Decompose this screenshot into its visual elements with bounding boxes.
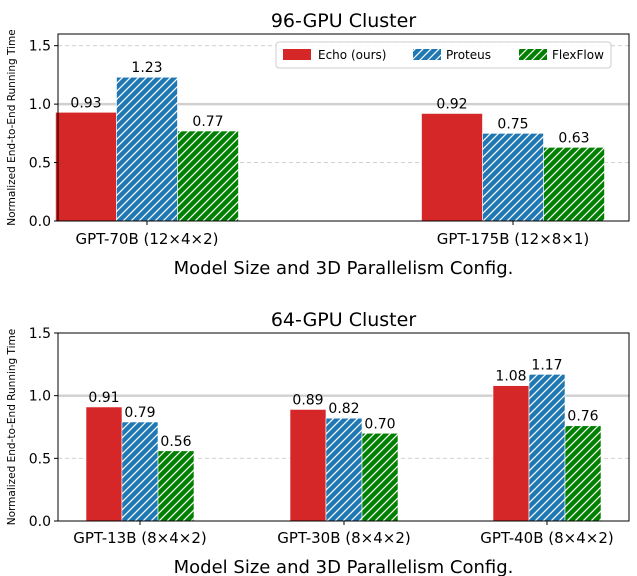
bar-1-3 (492, 385, 530, 522)
legend-label-1: Echo (ours) (318, 48, 386, 62)
bar-3-1 (157, 450, 195, 522)
y-tick-label: 1.0 (29, 97, 51, 113)
legend-swatch-1 (283, 49, 311, 60)
y-tick-label: 1.5 (29, 39, 51, 55)
x-tick-label: GPT-30B (8×4×2) (277, 529, 410, 547)
x-axis-label: Model Size and 3D Parallelism Config. (174, 557, 514, 576)
y-tick-label: 0.5 (29, 156, 51, 172)
bar-value-label: 0.70 (364, 416, 395, 432)
y-tick-label: 1.0 (29, 389, 51, 405)
bar-value-label: 1.23 (131, 60, 162, 76)
bar-value-label: 0.56 (160, 434, 191, 450)
bar-1-1 (85, 406, 123, 522)
bar-1-1 (55, 112, 117, 222)
bar-2-2 (482, 133, 544, 222)
legend-label-3: FlexFlow (552, 48, 604, 62)
bar-value-label: 0.92 (436, 96, 467, 112)
x-tick-label: GPT-175B (12×8×1) (437, 230, 590, 248)
legend-box (275, 41, 612, 69)
y-tick-label: 0.0 (29, 214, 51, 230)
y-axis-label: Normalized End-to-End Running Time (6, 329, 18, 526)
bar-value-label: 0.75 (497, 116, 528, 132)
chart-title: 64-GPU Cluster (271, 309, 416, 331)
bar-value-label: 0.89 (292, 392, 323, 408)
legend-swatch-3 (519, 49, 547, 60)
x-tick-label: GPT-40B (8×4×2) (480, 529, 613, 547)
chart-panel-2: 0.91 0.89 1.08 0.79 0.82 1.17 0.56 0.70 0.76 0.0 0… (6, 309, 630, 576)
legend: Echo (ours) Proteus FlexFlow (275, 41, 612, 69)
bar-2-3 (528, 374, 566, 522)
bar-2-1 (121, 421, 159, 522)
bar-3-2 (361, 432, 399, 522)
y-axis-label: Normalized End-to-End Running Time (6, 29, 18, 226)
bar-value-label: 0.77 (192, 114, 223, 130)
y-tick-label: 0.0 (29, 514, 51, 530)
x-axis-label: Model Size and 3D Parallelism Config. (174, 258, 514, 279)
bar-2-1 (116, 76, 178, 222)
x-tick-label: GPT-70B (12×4×2) (75, 230, 218, 248)
bar-3-1 (177, 130, 239, 222)
bar-value-label: 1.17 (531, 357, 562, 373)
bar-value-label: 1.08 (495, 369, 526, 385)
legend-label-2: Proteus (446, 48, 491, 62)
y-tick-label: 1.5 (29, 326, 51, 342)
chart-panel-1: 0.93 0.92 1.23 0.75 0.77 0.63 0.0 0.5 1.0 1.5 GPT-… (6, 10, 630, 279)
bar-value-label: 0.82 (328, 401, 359, 417)
legend-swatch-2 (413, 49, 441, 60)
bar-1-2 (421, 113, 483, 222)
chart-title: 96-GPU Cluster (271, 10, 416, 32)
bar-3-2 (543, 147, 605, 222)
bar-3-3 (564, 425, 602, 522)
plot-frame (57, 33, 630, 222)
bar-value-label: 0.79 (124, 405, 155, 421)
y-tick-label: 0.5 (29, 451, 51, 467)
bar-value-label: 0.91 (88, 390, 119, 406)
bar-value-label: 0.93 (70, 95, 101, 111)
bar-2-2 (325, 417, 363, 522)
bar-1-2 (289, 409, 327, 522)
x-tick-label: GPT-13B (8×4×2) (73, 529, 206, 547)
bar-value-label: 0.76 (567, 409, 598, 425)
bar-value-label: 0.63 (558, 130, 589, 146)
